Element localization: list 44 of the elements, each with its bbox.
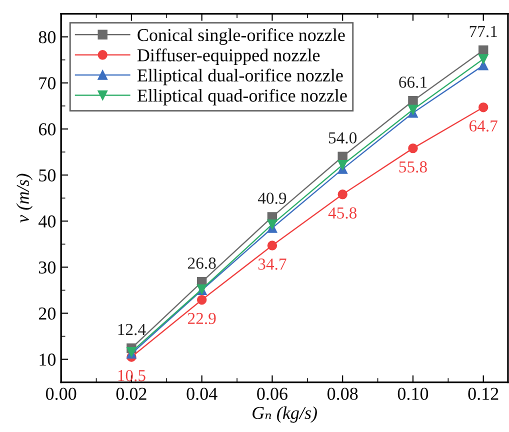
x-axis-title: Gₙ (kg/s) (252, 406, 317, 423)
point (267, 219, 278, 230)
point (408, 143, 418, 154)
point (267, 240, 278, 250)
data-label: 22.9 (188, 312, 216, 324)
x-tick-label: 0.12 (468, 388, 498, 400)
point (478, 60, 488, 70)
data-label: 55.8 (399, 161, 427, 173)
y-tick-label: 40 (38, 215, 56, 228)
legend-label: Diffuser-equipped nozzle (137, 48, 320, 66)
x-tick-label: 0.00 (46, 388, 76, 400)
data-label: 34.7 (258, 258, 286, 270)
x-tick-label: 0.08 (327, 388, 358, 400)
y-tick-label: 10 (40, 354, 56, 366)
point (338, 160, 348, 170)
y-tick-label: 70 (39, 77, 56, 90)
x-tick-label: 0.06 (257, 388, 288, 400)
x-tick-label: 0.04 (186, 388, 218, 400)
data-label: 10.5 (118, 370, 146, 382)
data-label: 26.8 (188, 258, 216, 269)
legend-label: Elliptical dual-orifice nozzle (137, 68, 343, 86)
point (408, 96, 418, 106)
y-tick-label: 80 (38, 31, 56, 44)
y-tick-label: 20 (38, 307, 56, 320)
data-label: 40.9 (258, 192, 286, 204)
x-tick-label: 0.10 (398, 388, 428, 400)
x-tick-label: 0.02 (116, 388, 146, 400)
y-tick-label: 50 (39, 169, 56, 182)
point (478, 54, 488, 64)
data-label: 77.1 (470, 26, 497, 38)
y-axis-title: v (m/s) (16, 174, 33, 223)
point (478, 102, 488, 112)
data-label: 45.8 (328, 207, 357, 219)
y-tick-label: 30 (39, 261, 56, 274)
y-tick-label: 60 (38, 123, 56, 136)
point (196, 295, 207, 305)
data-label: 12.4 (118, 324, 146, 336)
legend-label: Conical single-orifice nozzle (138, 28, 345, 45)
point (408, 104, 418, 114)
data-label: 54.0 (328, 132, 357, 144)
data-label: 64.7 (469, 120, 498, 132)
legend-label: Elliptical quad-orifice nozzle (137, 88, 347, 106)
point (338, 190, 348, 200)
data-label: 66.1 (399, 76, 427, 88)
